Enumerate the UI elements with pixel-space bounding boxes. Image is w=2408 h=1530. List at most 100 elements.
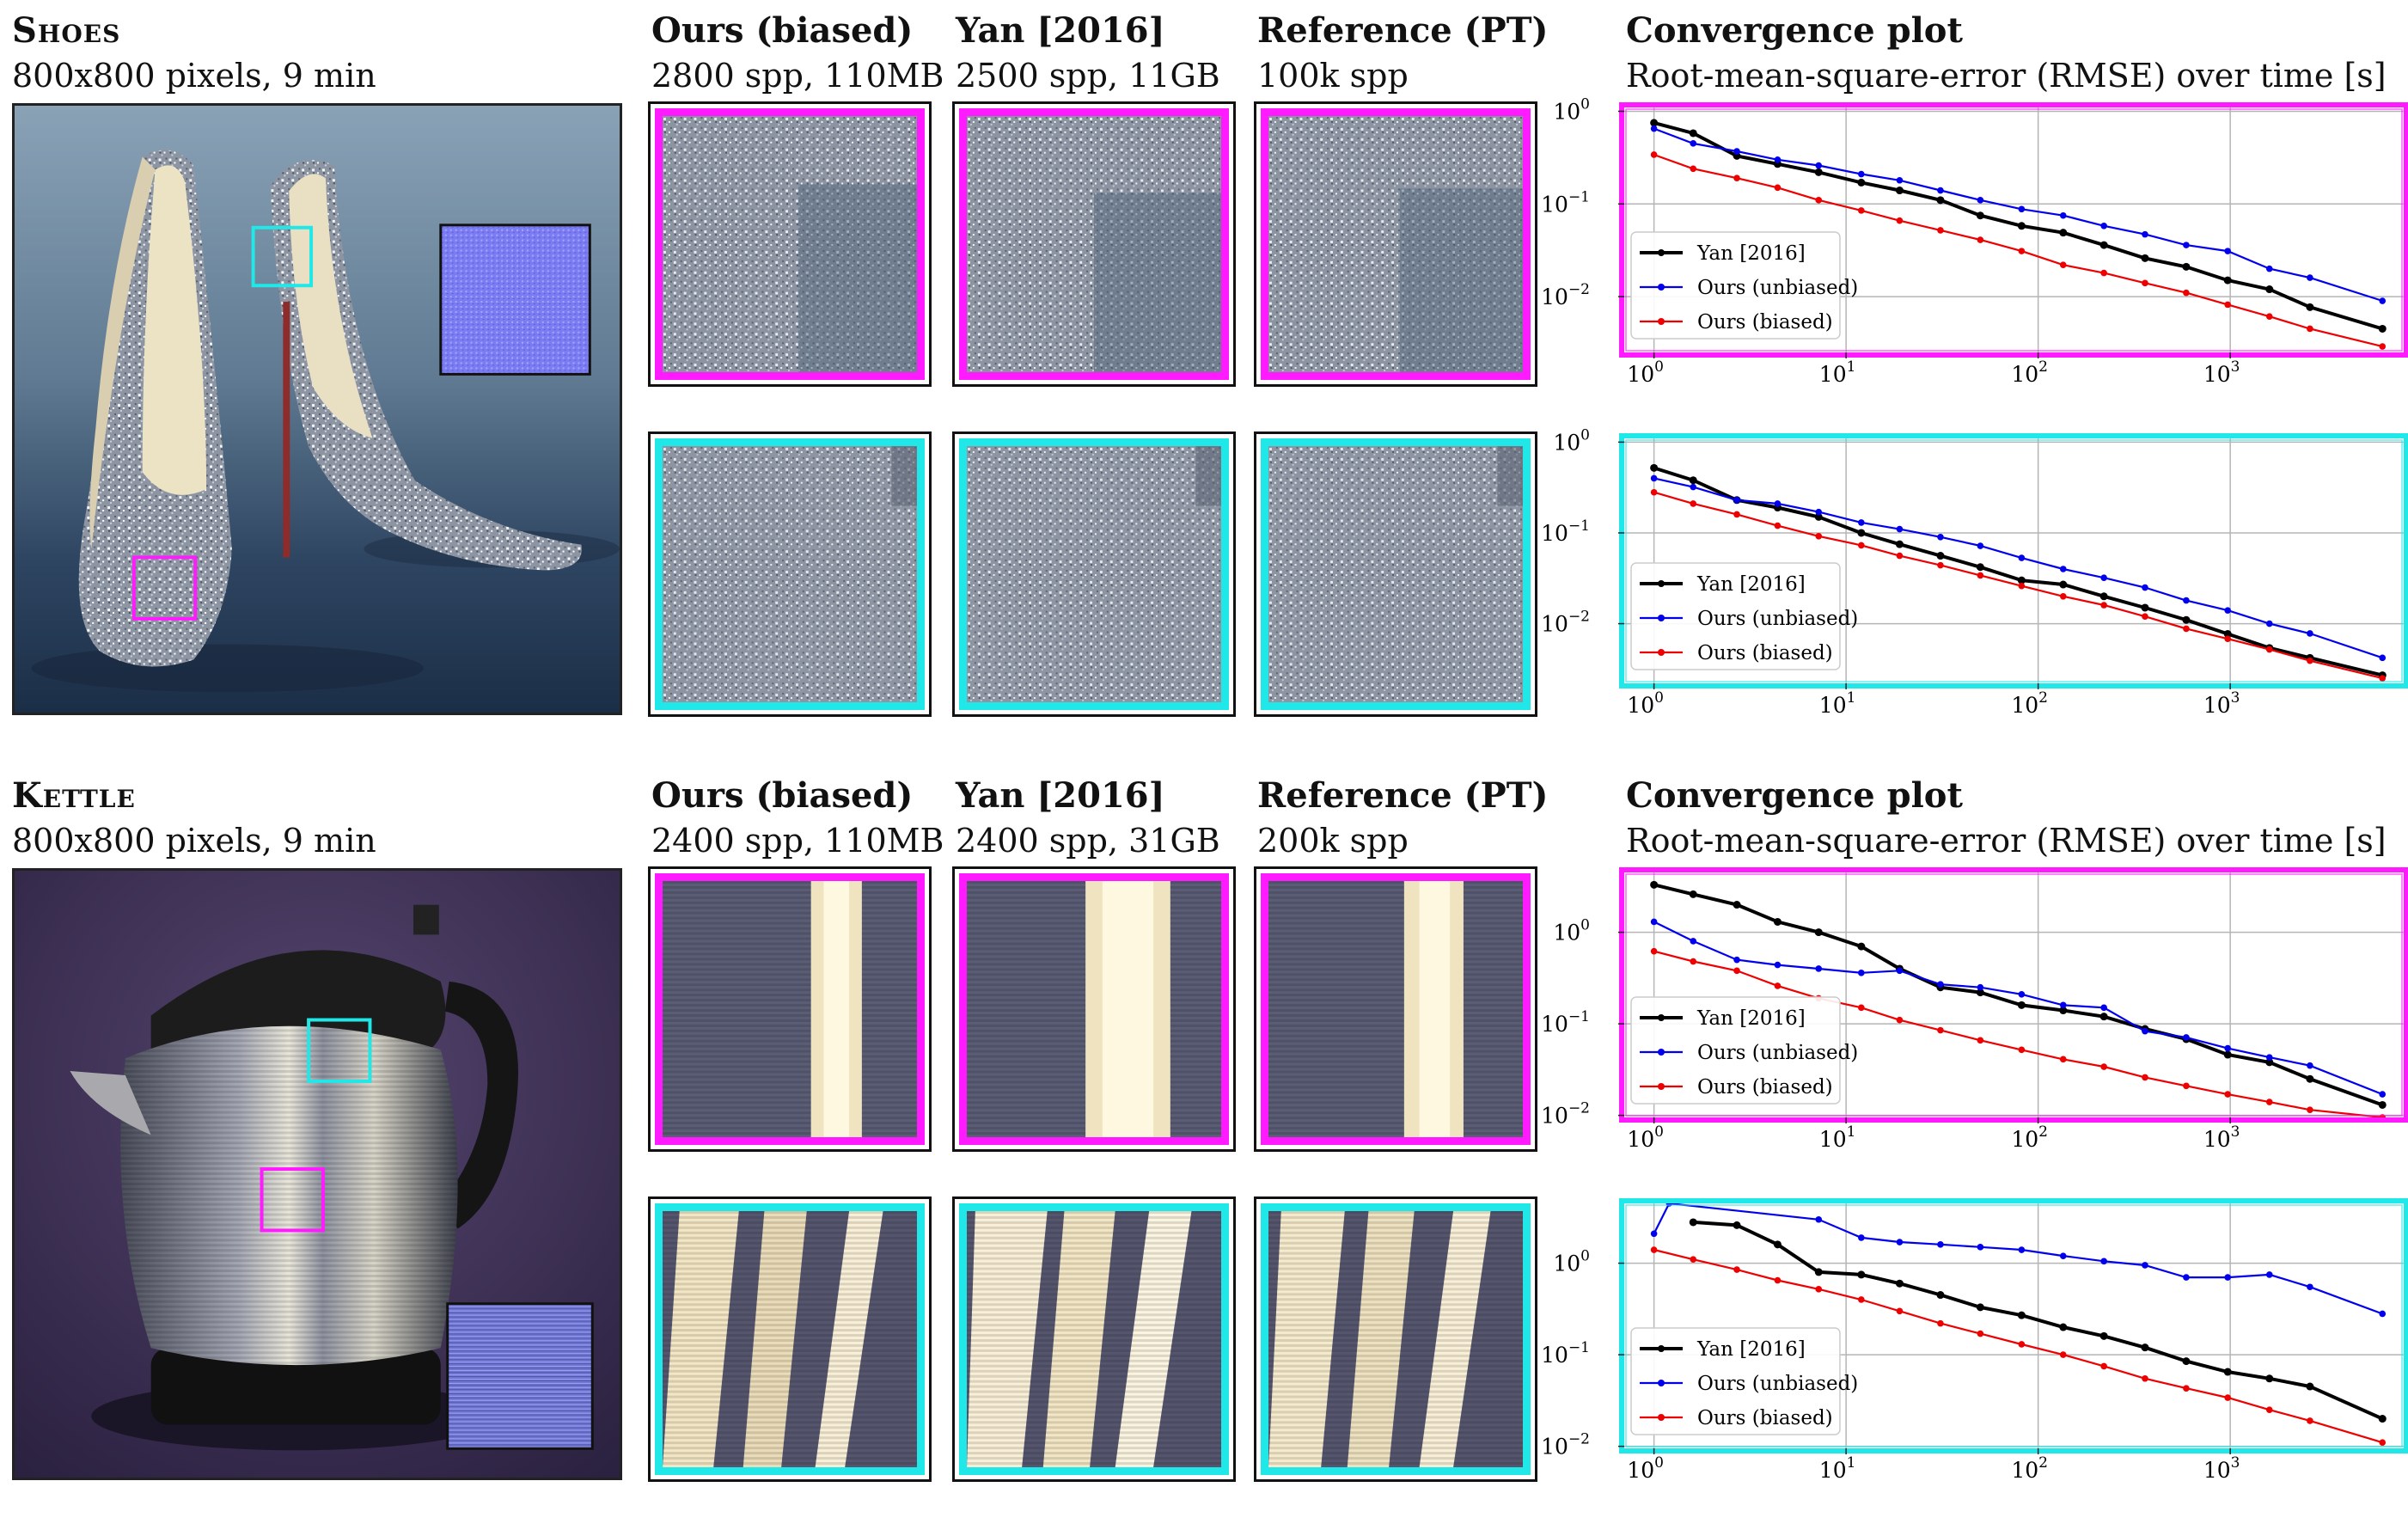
data-point — [2018, 582, 2026, 590]
x-tick-label: 100 — [1627, 689, 1664, 718]
data-point — [1774, 184, 1782, 192]
plot-frame — [1619, 433, 2408, 688]
data-point — [2183, 1082, 2190, 1090]
data-point — [1977, 236, 1984, 243]
column-title-yan: Yan [2016] — [956, 775, 1165, 816]
data-point — [1815, 197, 1823, 204]
data-point — [2059, 566, 2067, 572]
data-point — [2142, 1262, 2148, 1269]
plot-subtitle: Root-mean-square-error (RMSE) over time … — [1626, 57, 2387, 95]
legend-marker — [1658, 649, 1665, 656]
data-point — [2100, 1063, 2107, 1070]
data-point — [1976, 563, 1984, 572]
crop-image — [1268, 1211, 1523, 1467]
data-point — [1689, 476, 1697, 485]
data-point — [1977, 197, 1984, 204]
y-tick-label: 100 — [1553, 95, 1590, 124]
data-point — [2265, 313, 2273, 321]
data-point — [1815, 965, 1823, 972]
data-point — [1896, 176, 1904, 184]
data-point — [1689, 1218, 1697, 1227]
data-point — [1936, 196, 1945, 205]
data-point — [2142, 1074, 2148, 1081]
data-point — [2223, 1368, 2232, 1376]
data-point — [1774, 1276, 1782, 1284]
data-point — [2059, 1007, 2068, 1015]
data-point — [1650, 119, 1659, 127]
plot-subtitle: Root-mean-square-error (RMSE) over time … — [1626, 822, 2387, 860]
kettle-image — [15, 871, 620, 1478]
data-point — [2224, 248, 2231, 254]
x-tick-label: 102 — [2011, 1454, 2048, 1483]
legend — [1630, 1327, 1841, 1435]
x-tick-label: 103 — [2203, 358, 2240, 387]
column-subtitle-yan: 2500 spp, 11GB — [956, 57, 1220, 95]
data-point — [2265, 1099, 2273, 1105]
column-title-reference: Reference (PT) — [1257, 10, 1549, 51]
convergence-plot-svg: 100 101 102 103 100 10−1 10−2 Yan [2016] Ours (u… — [1541, 1198, 2408, 1483]
column-subtitle-yan: 2400 spp, 31GB — [956, 822, 1220, 860]
y-tick-label: 10−2 — [1541, 1100, 1590, 1129]
data-point — [1650, 151, 1658, 158]
data-point — [1690, 958, 1697, 965]
scene-subtitle: 800x800 pixels, 9 min — [12, 57, 376, 95]
data-point — [1774, 982, 1782, 989]
data-point — [1689, 890, 1697, 898]
data-point — [2306, 1382, 2314, 1391]
legend-marker — [1658, 1014, 1665, 1021]
legend-marker — [1658, 1380, 1665, 1386]
data-point — [2224, 1274, 2231, 1281]
data-point — [2099, 592, 2108, 601]
legend-marker — [1658, 284, 1665, 291]
data-point — [2059, 1351, 2067, 1358]
y-tick-label: 10−1 — [1541, 1339, 1590, 1368]
crop-reference-cyan — [1254, 431, 1537, 717]
data-point — [1650, 918, 1658, 926]
x-tick-label: 100 — [1627, 358, 1664, 387]
convergence-plot-shoes-magenta: 100 101 102 103 100 10−1 10−2 Yan [2016] Ours (u… — [1541, 95, 2408, 387]
data-point — [2183, 289, 2190, 297]
data-point — [2265, 1406, 2273, 1414]
line-ours-unbiased — [1653, 921, 2383, 1096]
column-title-ours-biased: Ours (biased) — [651, 10, 914, 51]
data-point — [1858, 170, 1865, 178]
data-point — [2141, 603, 2149, 612]
data-point — [2223, 630, 2232, 639]
data-point — [1977, 1330, 1984, 1337]
data-point — [2183, 1274, 2190, 1281]
data-point — [2379, 654, 2387, 662]
data-point — [2223, 276, 2232, 285]
data-point — [1650, 488, 1658, 496]
crop-ours-biased-magenta — [648, 101, 932, 387]
data-point — [1733, 496, 1740, 504]
data-point — [2379, 343, 2387, 350]
data-point — [1814, 512, 1823, 521]
data-point — [2183, 625, 2190, 633]
data-point — [2265, 646, 2273, 653]
legend-label: Yan [2016] — [1696, 1007, 1806, 1030]
data-point — [2182, 615, 2191, 624]
data-point — [2100, 1004, 2107, 1012]
y-tick-label: 100 — [1553, 917, 1590, 946]
data-point — [2142, 279, 2148, 287]
crop-image — [1268, 881, 1523, 1137]
data-point — [1858, 1296, 1865, 1303]
data-point — [2183, 1034, 2190, 1041]
data-point — [1977, 542, 1984, 549]
data-point — [2018, 1246, 2026, 1253]
data-point — [1814, 1268, 1823, 1276]
x-tick-label: 101 — [1819, 689, 1856, 718]
y-tick-label: 10−1 — [1541, 1008, 1590, 1037]
data-point — [2265, 1054, 2273, 1061]
data-point — [2265, 620, 2273, 627]
x-tick-label: 101 — [1819, 1123, 1856, 1152]
x-tick-label: 102 — [2011, 1123, 2048, 1152]
data-point — [1690, 165, 1697, 173]
data-point — [2059, 1323, 2068, 1331]
column-title-ours-biased: Ours (biased) — [651, 775, 914, 816]
data-point — [2018, 248, 2026, 254]
data-point — [2099, 241, 2108, 249]
data-point — [1857, 178, 1866, 187]
column-subtitle-reference: 100k spp — [1257, 57, 1409, 95]
kettle-render — [12, 868, 622, 1480]
